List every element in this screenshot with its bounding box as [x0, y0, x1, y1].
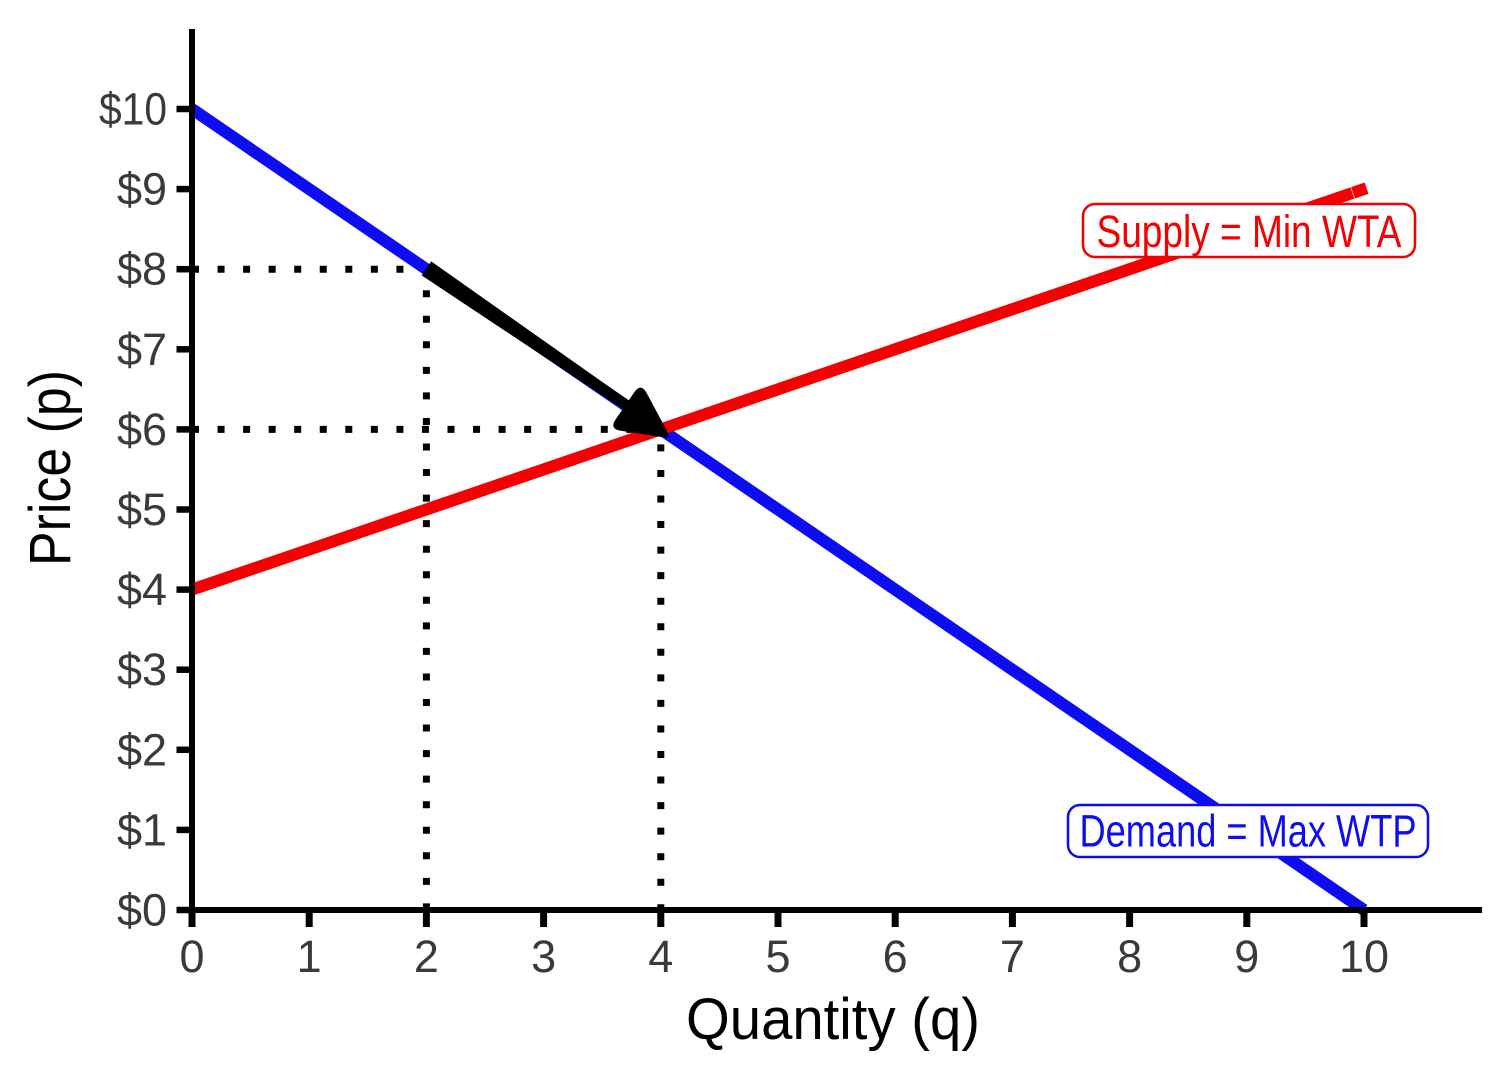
svg-text:$0: $0	[117, 885, 167, 936]
svg-text:2: 2	[414, 931, 439, 982]
svg-text:Supply = Min WTA: Supply = Min WTA	[1097, 206, 1402, 257]
svg-text:6: 6	[883, 931, 908, 982]
svg-text:$2: $2	[117, 724, 167, 775]
svg-text:$1: $1	[117, 804, 167, 855]
svg-text:$7: $7	[117, 324, 167, 375]
svg-text:1: 1	[297, 931, 322, 982]
svg-text:7: 7	[1000, 931, 1025, 982]
svg-text:3: 3	[531, 931, 556, 982]
svg-text:9: 9	[1234, 931, 1259, 982]
svg-text:4: 4	[648, 931, 673, 982]
svg-text:10: 10	[1339, 931, 1389, 982]
svg-text:Demand = Max WTP: Demand = Max WTP	[1080, 806, 1417, 857]
svg-text:$10: $10	[99, 84, 167, 135]
svg-text:0: 0	[179, 931, 204, 982]
svg-text:$6: $6	[117, 404, 167, 455]
svg-text:$4: $4	[117, 564, 167, 615]
svg-text:5: 5	[765, 931, 790, 982]
svg-text:$5: $5	[117, 484, 167, 535]
svg-text:$8: $8	[117, 244, 167, 295]
svg-text:$3: $3	[117, 644, 167, 695]
svg-text:8: 8	[1117, 931, 1142, 982]
svg-text:$9: $9	[117, 164, 167, 215]
svg-text:Price (p): Price (p)	[18, 370, 83, 566]
svg-text:Quantity (q): Quantity (q)	[686, 987, 980, 1052]
